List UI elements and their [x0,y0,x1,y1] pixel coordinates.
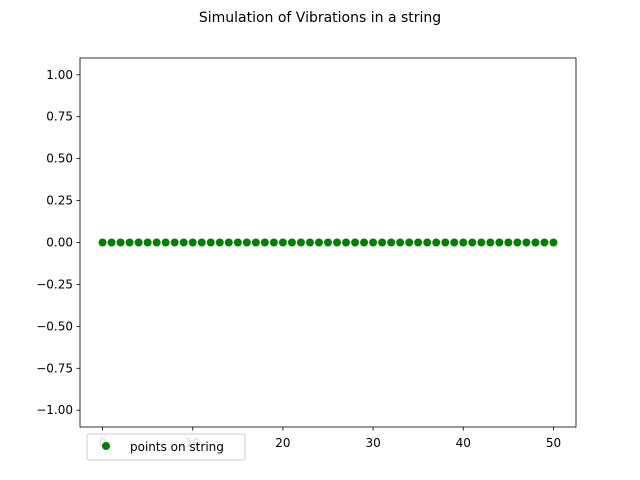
data-point [450,238,459,247]
data-point [468,238,477,247]
data-point [305,238,314,247]
data-point [242,238,251,247]
y-tick-label: 0.25 [46,194,73,208]
data-point [369,238,378,247]
y-tick-label: 0.75 [46,110,73,124]
data-point [513,238,522,247]
data-point [522,238,531,247]
x-tick-label: 50 [546,436,561,450]
y-tick-label: 0.00 [46,236,73,250]
data-point [287,238,296,247]
x-tick-label: 40 [456,436,471,450]
data-point [324,238,332,247]
y-tick-label: 0.50 [46,152,73,166]
data-point [405,238,414,247]
data-point [215,238,224,247]
data-point [495,238,504,247]
data-point [486,238,495,247]
data-point [260,238,269,247]
data-point [441,238,450,247]
data-point [134,238,143,247]
axes-frame [79,57,577,428]
data-point [387,238,396,247]
data-point [540,238,549,247]
data-point [396,238,405,247]
x-tick-label: 20 [275,436,290,450]
legend-box [86,433,246,461]
plot-area [98,238,558,247]
data-point [224,238,233,247]
data-point [206,238,215,247]
data-point [233,238,242,247]
data-point [278,238,287,247]
legend-label: points on string [130,440,224,454]
data-point [188,238,197,247]
data-point [107,238,116,247]
data-point [179,238,188,247]
data-point [170,238,179,247]
data-point [360,238,369,247]
data-point [477,238,486,247]
data-point [152,238,161,247]
data-point [531,238,540,247]
data-point [197,238,206,247]
legend-marker [102,442,110,450]
data-point [98,238,107,247]
data-point [342,238,351,247]
data-point [333,238,342,247]
y-tick-label: 1.00 [46,68,73,82]
data-point [125,238,134,247]
data-point [251,238,260,247]
legend: points on string [86,433,246,461]
data-point [459,238,468,247]
y-tick-label: −1.00 [36,403,73,417]
data-point [504,238,513,247]
data-point [423,238,432,247]
data-point [116,238,125,247]
data-point [296,238,305,247]
data-point [378,238,387,247]
data-point [161,238,170,247]
y-tick-label: −0.75 [36,361,73,375]
data-point [351,238,360,247]
data-point [314,238,323,247]
data-point [432,238,441,247]
data-point [549,238,558,247]
data-point [143,238,152,247]
y-axis: 1.00 0.75 0.50 0.25 0.00 −0.25 −0.50 −0.75 −1.00 [36,68,80,417]
data-point [269,238,278,247]
chart-title: Simulation of Vibrations in a string [199,10,441,26]
y-tick-label: −0.50 [36,319,73,333]
data-point [414,238,423,247]
y-tick-label: −0.25 [36,277,73,291]
x-tick-label: 30 [365,436,380,450]
